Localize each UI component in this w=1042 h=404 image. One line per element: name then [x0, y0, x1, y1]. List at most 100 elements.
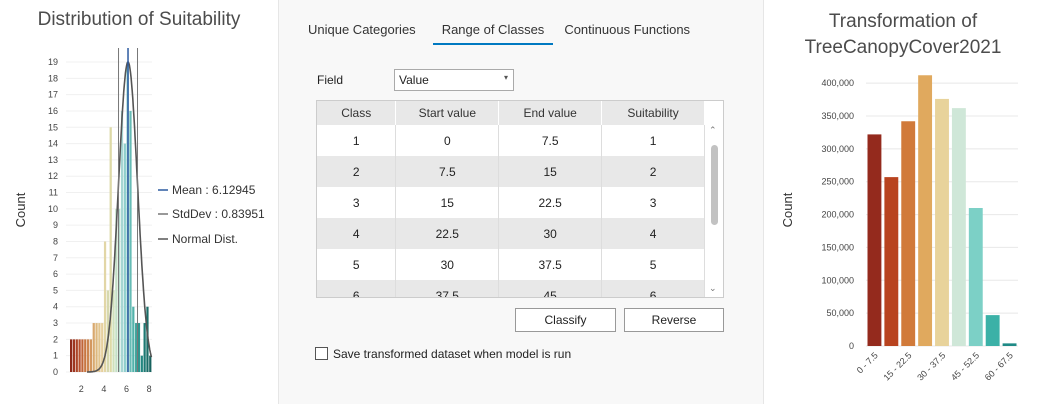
table-row[interactable]: 6 37.5 45 6	[317, 280, 705, 297]
classes-table: Class Start value End value Suitability …	[316, 100, 724, 298]
x-tick-label: 15 - 22.5	[881, 350, 913, 382]
distribution-panel: Distribution of Suitability 0 1 2 3 4 5 6 7 8 9 10…	[0, 0, 278, 404]
histogram-bar	[70, 339, 73, 372]
y-tick-label: 13	[48, 155, 58, 165]
classify-button[interactable]: Classify	[515, 308, 616, 332]
table-cell[interactable]: 6	[317, 280, 397, 297]
table-cell[interactable]: 15	[395, 187, 500, 218]
histogram-bar	[101, 323, 104, 372]
table-cell[interactable]: 37.5	[498, 249, 603, 280]
classification-panel: Unique Categories Range of Classes Conti…	[279, 0, 763, 404]
table-cell[interactable]: 30	[498, 218, 603, 249]
table-cell[interactable]: 4	[317, 218, 397, 249]
histogram-bar	[115, 208, 118, 372]
table-cell[interactable]: 45	[498, 280, 603, 297]
field-dropdown[interactable]: Value ▾	[394, 69, 514, 91]
histogram-bar	[118, 208, 121, 372]
bar	[884, 177, 899, 346]
histogram-bar	[137, 323, 141, 372]
histogram-bar	[81, 339, 84, 372]
x-tick-label: 0 - 7.5	[855, 350, 880, 375]
histogram-bar	[123, 143, 126, 372]
table-cell[interactable]: 1	[601, 125, 705, 156]
y-tick-label: 5	[53, 285, 58, 295]
x-tick-label: 4	[101, 384, 106, 394]
table-cell[interactable]: 37.5	[395, 280, 500, 297]
y-tick-label: 150,000	[821, 242, 854, 252]
table-cell[interactable]: 3	[317, 187, 397, 218]
save-dataset-label: Save transformed dataset when model is r…	[333, 347, 572, 361]
table-cell[interactable]: 2	[317, 156, 397, 187]
column-header-class[interactable]: Class	[317, 101, 397, 125]
column-header-end-value[interactable]: End value	[498, 101, 603, 125]
table-row[interactable]: 5 30 37.5 5	[317, 249, 705, 280]
y-tick-label: 15	[48, 122, 58, 132]
histogram-bar	[140, 355, 143, 372]
column-header-start-value[interactable]: Start value	[395, 101, 500, 125]
histogram-bar	[75, 339, 78, 372]
bar	[867, 134, 882, 346]
bar	[918, 75, 933, 346]
histogram-bar	[143, 323, 146, 372]
normal-distribution-curve	[87, 61, 153, 373]
y-tick-label: 6	[53, 269, 58, 279]
table-row[interactable]: 3 15 22.5 3	[317, 187, 705, 218]
table-cell[interactable]: 4	[601, 218, 705, 249]
table-row[interactable]: 4 22.5 30 4	[317, 218, 705, 249]
reverse-button[interactable]: Reverse	[624, 308, 724, 332]
y-axis-title: Count	[780, 192, 795, 227]
y-tick-label: 100,000	[821, 275, 854, 285]
y-tick-label: 12	[48, 171, 58, 181]
bar	[1002, 343, 1017, 346]
table-cell[interactable]: 3	[601, 187, 705, 218]
legend-label: StdDev : 0.83951	[172, 207, 265, 221]
transformation-panel: Transformation of TreeCanopyCover2021 0 5…	[764, 0, 1042, 404]
histogram-bar	[149, 355, 152, 372]
bar	[935, 98, 949, 347]
x-tick-label: 45 - 52.5	[949, 350, 981, 382]
table-cell[interactable]: 22.5	[395, 218, 500, 249]
histogram-bar	[109, 127, 112, 373]
scrollbar-thumb[interactable]	[711, 145, 718, 225]
table-row[interactable]: 1 0 7.5 1	[317, 125, 705, 156]
table-scrollbar[interactable]: ⌃ ⌄	[705, 123, 723, 297]
bar	[901, 121, 916, 346]
tab-range-of-classes[interactable]: Range of Classes	[432, 18, 554, 45]
y-tick-label: 0	[849, 341, 854, 351]
table-cell[interactable]: 15	[498, 156, 603, 187]
histogram-bar	[84, 339, 87, 372]
table-header-row: Class Start value End value Suitability	[317, 101, 705, 125]
chevron-down-icon[interactable]: ⌄	[709, 283, 717, 293]
table-cell[interactable]: 1	[317, 125, 397, 156]
x-tick-label: 30 - 37.5	[915, 350, 947, 382]
field-dropdown-value: Value	[399, 73, 429, 87]
distribution-chart-title: Distribution of Suitability	[37, 9, 241, 30]
chevron-up-icon[interactable]: ⌃	[709, 125, 717, 135]
column-header-suitability[interactable]: Suitability	[601, 101, 705, 125]
save-dataset-checkbox[interactable]	[315, 347, 328, 360]
tab-unique-categories[interactable]: Unique Categories	[308, 22, 416, 37]
table-cell[interactable]: 5	[601, 249, 705, 280]
histogram-bar	[129, 110, 132, 373]
y-tick-label: 17	[48, 90, 58, 100]
table-row[interactable]: 2 7.5 15 2	[317, 156, 705, 187]
transformation-chart: 0 50,000 100,000 150,000 200,000 250,000 300,0…	[780, 75, 1018, 383]
histogram-bar	[72, 339, 76, 372]
y-tick-label: 2	[53, 334, 58, 344]
table-cell[interactable]: 0	[395, 125, 500, 156]
histogram-bar	[132, 306, 135, 372]
table-cell[interactable]: 22.5	[498, 187, 603, 218]
table-cell[interactable]: 7.5	[395, 156, 500, 187]
table-cell[interactable]: 2	[601, 156, 705, 187]
transformation-chart-title: Transformation of TreeCanopyCover2021	[804, 11, 1002, 58]
panel-divider	[278, 0, 279, 404]
y-tick-label: 200,000	[821, 210, 854, 220]
table-cell[interactable]: 7.5	[498, 125, 603, 156]
table-cell[interactable]: 5	[317, 249, 397, 280]
table-cell[interactable]: 30	[395, 249, 500, 280]
y-tick-label: 50,000	[826, 308, 854, 318]
histogram-bar	[106, 290, 109, 372]
table-cell[interactable]: 6	[601, 280, 705, 297]
tab-continuous-functions[interactable]: Continuous Functions	[564, 22, 691, 37]
